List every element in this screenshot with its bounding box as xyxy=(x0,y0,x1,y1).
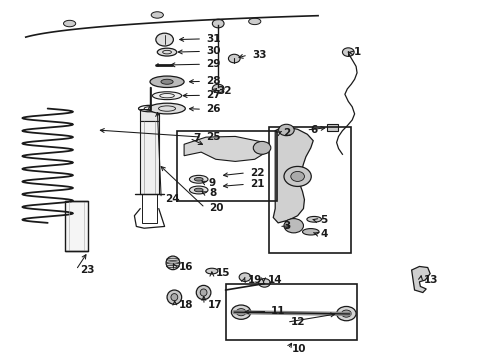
Text: 26: 26 xyxy=(206,104,220,114)
Circle shape xyxy=(279,124,294,136)
Circle shape xyxy=(156,33,173,46)
Circle shape xyxy=(284,219,303,233)
Bar xyxy=(142,194,157,223)
Bar xyxy=(226,284,357,340)
Bar xyxy=(270,127,351,253)
Text: 11: 11 xyxy=(271,306,286,316)
Circle shape xyxy=(212,84,224,93)
Polygon shape xyxy=(273,127,313,223)
Circle shape xyxy=(337,306,356,321)
Ellipse shape xyxy=(161,79,173,84)
Text: 8: 8 xyxy=(209,188,216,198)
Ellipse shape xyxy=(190,186,208,194)
Text: 16: 16 xyxy=(179,262,193,272)
Ellipse shape xyxy=(248,18,261,24)
Text: 33: 33 xyxy=(252,50,267,60)
Ellipse shape xyxy=(302,229,319,235)
Ellipse shape xyxy=(195,177,203,181)
Ellipse shape xyxy=(64,20,75,27)
Text: 20: 20 xyxy=(209,203,223,213)
Text: 10: 10 xyxy=(292,344,306,354)
Text: 25: 25 xyxy=(206,132,220,142)
Text: 3: 3 xyxy=(283,221,290,231)
Ellipse shape xyxy=(167,290,182,304)
Circle shape xyxy=(259,279,270,287)
Text: 30: 30 xyxy=(206,46,220,57)
Text: 22: 22 xyxy=(250,168,265,178)
Bar xyxy=(327,124,338,131)
Ellipse shape xyxy=(157,48,177,56)
Ellipse shape xyxy=(206,268,218,274)
Text: 6: 6 xyxy=(310,125,318,135)
Bar xyxy=(177,131,277,202)
Ellipse shape xyxy=(307,216,321,222)
Polygon shape xyxy=(184,136,267,161)
Text: 29: 29 xyxy=(206,59,220,69)
Ellipse shape xyxy=(149,103,185,114)
Polygon shape xyxy=(412,266,430,293)
Circle shape xyxy=(343,48,354,57)
Circle shape xyxy=(253,141,271,154)
Bar xyxy=(140,121,159,194)
Text: 23: 23 xyxy=(80,265,95,275)
Circle shape xyxy=(212,19,224,28)
Bar xyxy=(65,202,88,251)
Text: 18: 18 xyxy=(179,300,193,310)
Text: 7: 7 xyxy=(194,133,201,143)
Text: 32: 32 xyxy=(218,86,232,96)
Bar xyxy=(140,109,159,121)
Circle shape xyxy=(236,309,246,316)
Circle shape xyxy=(228,54,240,63)
Circle shape xyxy=(239,273,251,282)
Ellipse shape xyxy=(195,188,203,192)
Text: 21: 21 xyxy=(250,179,265,189)
Text: 12: 12 xyxy=(291,317,305,327)
Text: 13: 13 xyxy=(424,275,439,285)
Text: 28: 28 xyxy=(206,76,220,86)
Text: 17: 17 xyxy=(208,300,222,310)
Text: 4: 4 xyxy=(320,229,327,239)
Circle shape xyxy=(284,166,311,186)
Ellipse shape xyxy=(196,285,211,300)
Ellipse shape xyxy=(200,289,207,296)
Text: 24: 24 xyxy=(165,194,180,203)
Circle shape xyxy=(342,310,351,317)
Text: 14: 14 xyxy=(268,275,282,285)
Ellipse shape xyxy=(171,294,178,301)
Text: 9: 9 xyxy=(209,178,216,188)
Text: 31: 31 xyxy=(206,34,220,44)
Ellipse shape xyxy=(152,92,182,100)
Ellipse shape xyxy=(190,175,208,183)
Ellipse shape xyxy=(166,256,180,270)
Text: 2: 2 xyxy=(283,128,290,138)
Text: 1: 1 xyxy=(354,48,362,58)
Text: 15: 15 xyxy=(216,268,230,278)
Text: 27: 27 xyxy=(206,90,220,100)
Ellipse shape xyxy=(151,12,163,18)
Ellipse shape xyxy=(150,76,184,87)
Text: 5: 5 xyxy=(320,215,327,225)
Text: 19: 19 xyxy=(248,275,262,285)
Circle shape xyxy=(231,305,251,319)
Circle shape xyxy=(291,171,304,181)
